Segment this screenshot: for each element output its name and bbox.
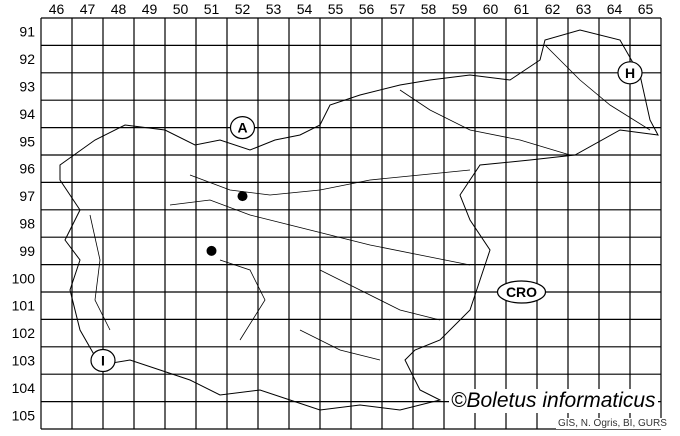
country-border xyxy=(59,29,659,411)
country-label-oval xyxy=(229,115,256,140)
column-labels: 46 47 48 49 50 51 52 53 54 55 56 57 58 59 60 61 62 63 64 65 xyxy=(49,1,654,17)
country-label: I xyxy=(101,353,105,369)
row-label: 92 xyxy=(19,51,35,67)
column-label: 61 xyxy=(514,1,530,17)
record-dot xyxy=(237,191,248,202)
row-label: 93 xyxy=(19,79,35,95)
country-label-oval xyxy=(90,348,116,373)
column-label: 62 xyxy=(545,1,561,17)
country-labels: A H CRO I xyxy=(90,61,643,373)
rivers xyxy=(89,44,651,361)
row-label: 104 xyxy=(12,380,36,396)
row-label: 95 xyxy=(19,133,35,149)
country-label: H xyxy=(625,65,635,81)
row-label: 96 xyxy=(19,161,35,177)
country-label-oval xyxy=(496,280,547,304)
row-labels: 91 92 93 94 95 96 97 98 99 100 101 102 103 104 105 xyxy=(12,24,36,424)
row-label: 97 xyxy=(19,188,35,204)
row-label: 101 xyxy=(12,298,36,314)
column-label: 56 xyxy=(359,1,375,17)
column-label: 59 xyxy=(452,1,468,17)
row-label: 99 xyxy=(19,243,35,259)
column-label: 52 xyxy=(235,1,251,17)
data-source: GIS, N. Ogris, BI, GURS xyxy=(556,418,669,429)
column-label: 55 xyxy=(328,1,344,17)
column-label: 65 xyxy=(638,1,654,17)
column-label: 48 xyxy=(111,1,127,17)
column-label: 51 xyxy=(204,1,220,17)
column-label: 54 xyxy=(297,1,313,17)
row-label: 102 xyxy=(12,325,36,341)
column-label: 47 xyxy=(80,1,96,17)
record-dot xyxy=(206,245,217,256)
record-dots xyxy=(206,191,248,256)
column-label: 57 xyxy=(390,1,406,17)
column-label: 50 xyxy=(173,1,189,17)
row-label: 98 xyxy=(19,216,35,232)
column-label: 64 xyxy=(607,1,623,17)
country-label: A xyxy=(237,120,247,136)
column-label: 46 xyxy=(49,1,65,17)
column-label: 53 xyxy=(266,1,282,17)
grid-lines xyxy=(40,17,662,430)
copyright-credit: ©Boletus informaticus xyxy=(449,389,658,413)
column-label: 49 xyxy=(142,1,158,17)
row-label: 94 xyxy=(19,106,35,122)
row-label: 91 xyxy=(19,24,35,40)
column-label: 60 xyxy=(483,1,499,17)
column-label: 63 xyxy=(576,1,592,17)
row-label: 100 xyxy=(12,270,36,286)
country-label: CRO xyxy=(506,284,537,300)
row-label: 103 xyxy=(12,353,36,369)
country-label-oval xyxy=(617,61,643,85)
row-label: 105 xyxy=(12,407,36,423)
column-label: 58 xyxy=(421,1,437,17)
